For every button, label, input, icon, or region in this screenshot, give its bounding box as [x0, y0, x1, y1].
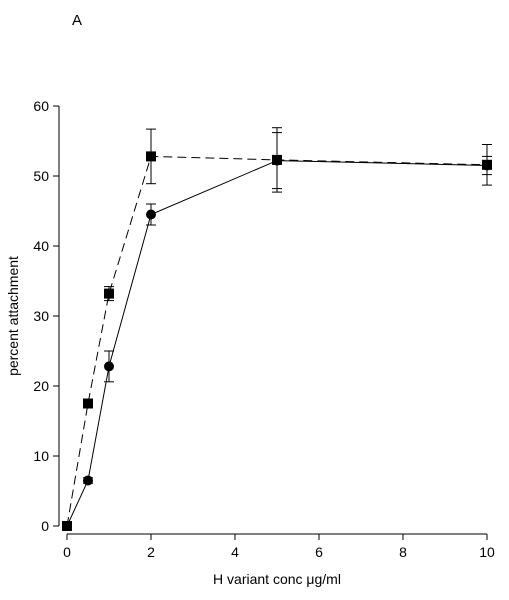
data-point-circle: [146, 209, 156, 220]
data-point-square: [83, 398, 93, 409]
x-tick-label: 4: [231, 544, 239, 560]
y-tick-label: 60: [33, 98, 49, 114]
chart-series: [62, 127, 492, 531]
y-tick-label: 30: [33, 308, 49, 324]
y-axis-title: percent attachment: [5, 256, 21, 376]
data-point-square: [482, 159, 492, 170]
chart-ticks: 0 10 20 30 40 50 60 0 2 4 6 8 10: [33, 98, 495, 560]
data-point-square: [146, 151, 156, 162]
data-point-square: [62, 521, 72, 531]
chart-axes: [58, 106, 487, 535]
data-point-circle: [83, 475, 93, 486]
x-tick-label: 8: [399, 544, 407, 560]
x-tick-label: 6: [315, 544, 323, 560]
x-tick-label: 10: [479, 544, 495, 560]
y-tick-label: 0: [41, 518, 49, 534]
data-point-square: [272, 154, 282, 165]
series-line: [66, 160, 488, 527]
series-2: [62, 127, 492, 531]
y-tick-label: 40: [33, 238, 49, 254]
x-tick-label: 2: [147, 544, 155, 560]
y-tick-label: 20: [33, 378, 49, 394]
x-axis-title: H variant conc μg/ml: [213, 571, 341, 587]
series-line: [66, 155, 488, 527]
y-tick-label: 50: [33, 168, 49, 184]
y-tick-label: 10: [33, 448, 49, 464]
x-tick-label: 0: [63, 544, 71, 560]
data-point-square: [104, 288, 114, 299]
panel-label: A: [72, 12, 83, 29]
data-point-circle: [104, 361, 114, 372]
